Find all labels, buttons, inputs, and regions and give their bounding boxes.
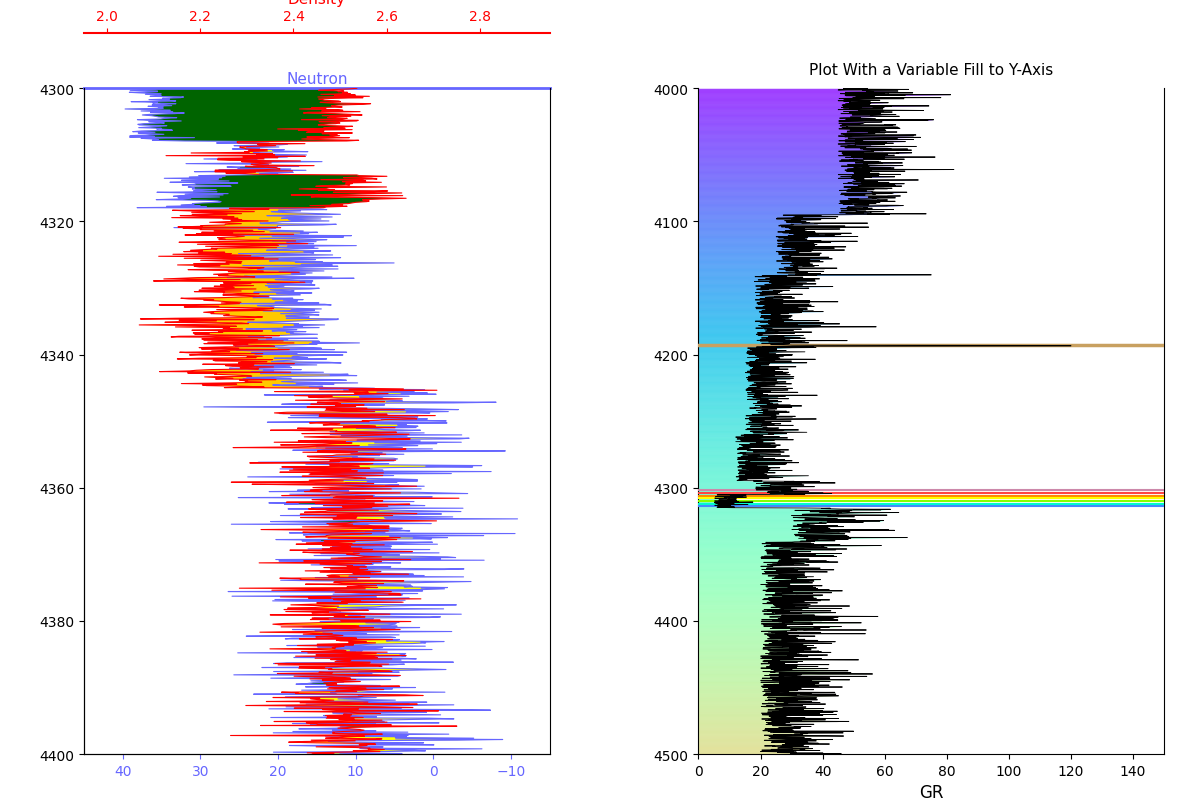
Title: Plot With a Variable Fill to Y-Axis: Plot With a Variable Fill to Y-Axis — [809, 63, 1054, 79]
X-axis label: Neutron: Neutron — [286, 71, 348, 87]
X-axis label: Density: Density — [288, 0, 346, 7]
X-axis label: GR: GR — [919, 783, 943, 801]
